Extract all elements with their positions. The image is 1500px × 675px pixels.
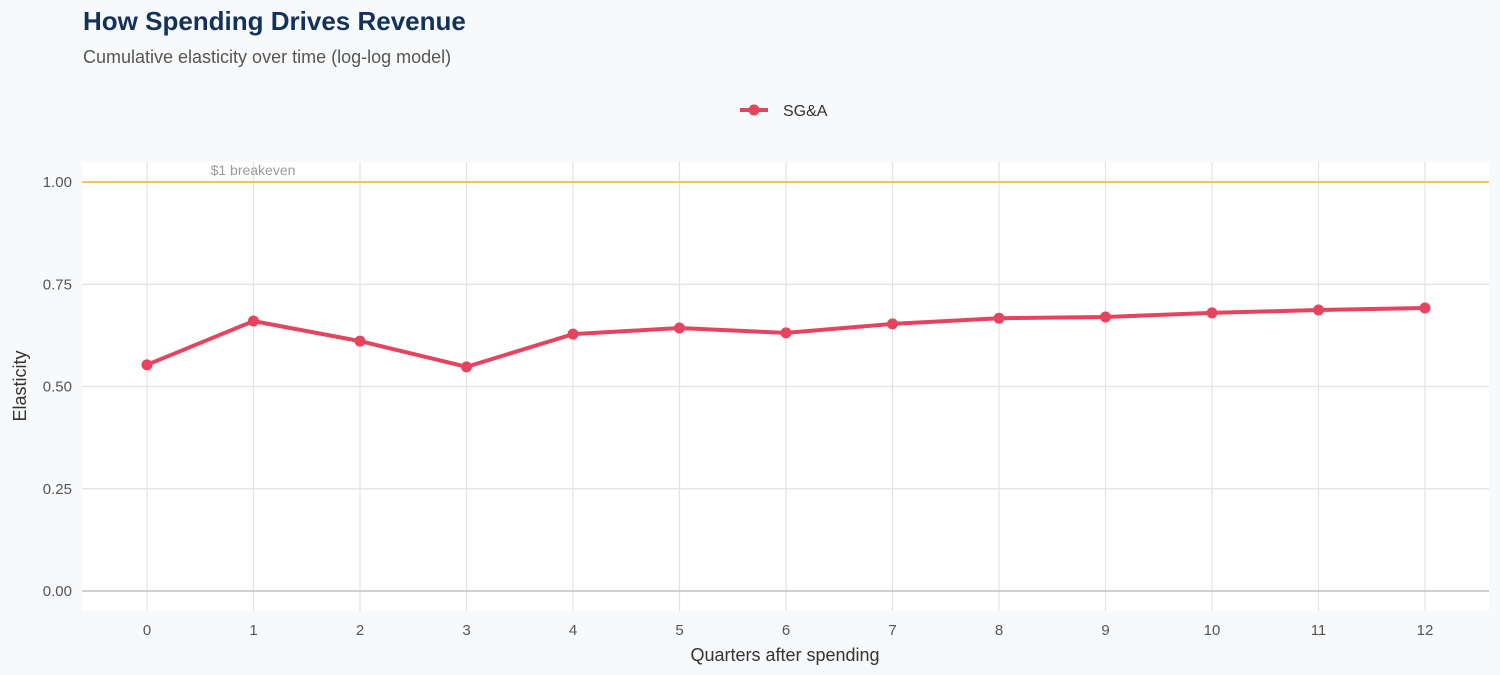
- y-tick-label: 0.00: [43, 583, 72, 600]
- data-point: [993, 312, 1005, 324]
- data-point: [567, 328, 579, 340]
- data-point: [887, 318, 898, 330]
- data-point: [674, 322, 685, 334]
- x-tick-label: 2: [356, 622, 364, 639]
- x-tick-label: 5: [675, 622, 683, 639]
- x-tick-label: 1: [249, 622, 257, 639]
- y-tick-label: 0.25: [43, 481, 72, 498]
- x-tick-label: 0: [143, 622, 151, 639]
- chart-title: How Spending Drives Revenue: [83, 6, 466, 36]
- y-axis-label: Elasticity: [10, 350, 30, 421]
- x-axis-label: Quarters after spending: [690, 645, 879, 665]
- data-point: [1100, 311, 1111, 323]
- x-tick-label: 11: [1311, 622, 1327, 639]
- y-tick-label: 0.75: [43, 276, 72, 293]
- x-tick-label: 6: [782, 622, 790, 639]
- legend-label: SG&A: [783, 103, 828, 120]
- x-tick-label: 8: [995, 622, 1003, 639]
- data-point: [1419, 302, 1431, 314]
- data-point: [354, 335, 366, 347]
- y-tick-label: 1.00: [43, 174, 72, 191]
- data-point: [1206, 307, 1218, 319]
- x-tick-label: 7: [888, 622, 896, 639]
- x-tick-label: 10: [1204, 622, 1221, 639]
- data-point: [248, 315, 259, 327]
- legend-marker-icon: [748, 104, 760, 116]
- x-tick-label: 12: [1417, 622, 1434, 639]
- data-point: [780, 327, 792, 339]
- x-tick-label: 4: [569, 622, 577, 639]
- x-tick-label: 3: [462, 622, 470, 639]
- y-tick-label: 0.50: [43, 379, 72, 396]
- breakeven-label: $1 breakeven: [211, 162, 296, 178]
- data-point: [461, 361, 472, 373]
- chart-subtitle: Cumulative elasticity over time (log-log…: [83, 47, 452, 67]
- data-point: [1313, 304, 1324, 316]
- data-point: [141, 359, 153, 371]
- x-tick-label: 9: [1101, 622, 1109, 639]
